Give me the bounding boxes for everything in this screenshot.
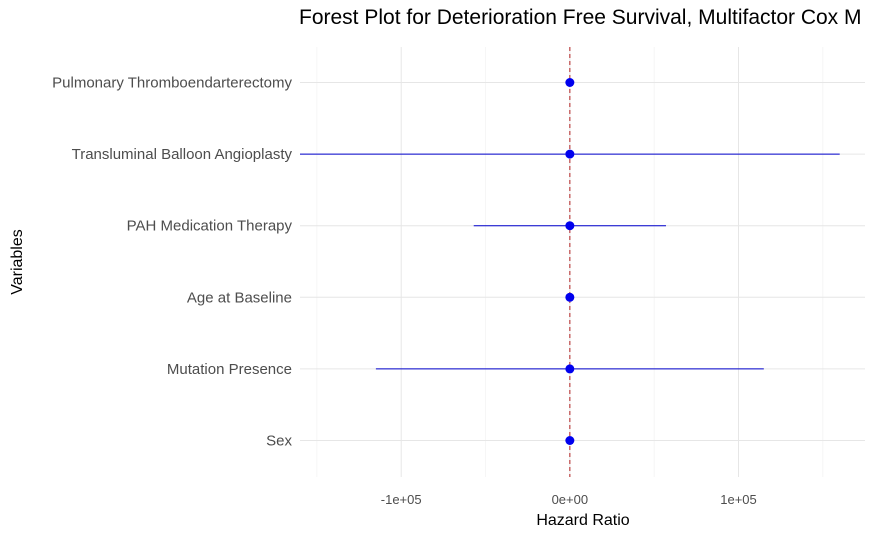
y-tick-labels: Pulmonary Thromboendarterectomy Translumi…: [52, 75, 292, 450]
hr-point: [565, 436, 575, 445]
x-tick-label: -1e+05: [381, 492, 422, 507]
y-tick-label: Mutation Presence: [167, 361, 292, 378]
y-tick-label: PAH Medication Therapy: [127, 218, 293, 235]
x-axis-label: Hazard Ratio: [536, 512, 630, 529]
hr-point: [565, 78, 575, 87]
chart-title: Forest Plot for Deterioration Free Survi…: [299, 6, 862, 29]
x-tick-label: 1e+05: [720, 492, 757, 507]
hr-point: [565, 221, 575, 231]
gridlines: [300, 47, 865, 477]
y-tick-label: Pulmonary Thromboendarterectomy: [52, 75, 292, 92]
hazard-ratio-points: [565, 78, 575, 445]
y-tick-label: Sex: [266, 433, 292, 450]
y-tick-label: Transluminal Balloon Angioplasty: [72, 146, 293, 163]
hr-point: [565, 364, 575, 374]
x-tick-label: 0e+00: [552, 492, 589, 507]
y-axis-label: Variables: [9, 229, 26, 295]
x-tick-labels: -1e+05 0e+00 1e+05: [381, 492, 757, 507]
y-tick-label: Age at Baseline: [187, 289, 292, 306]
hr-point: [565, 149, 575, 159]
hr-point: [565, 292, 575, 302]
